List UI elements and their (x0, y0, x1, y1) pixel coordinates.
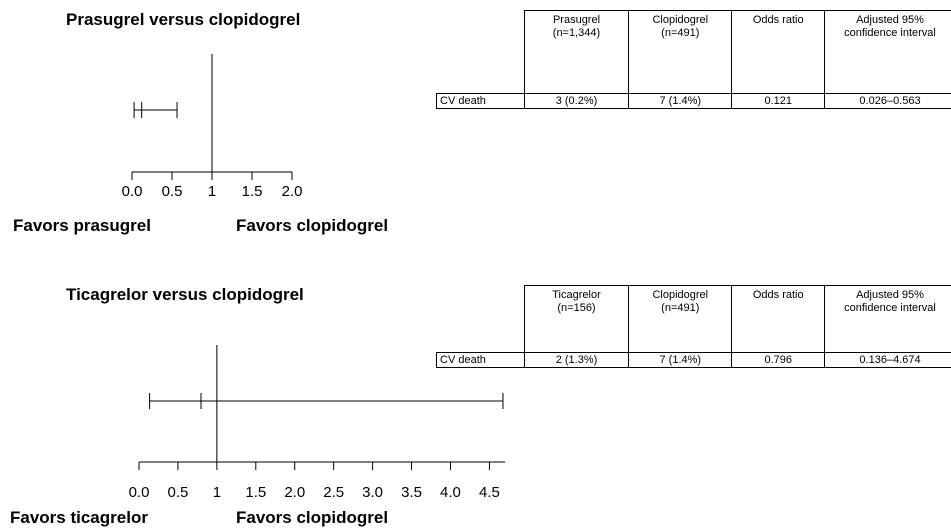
table-cell: 0.121 (732, 94, 825, 109)
table-cell: 0.796 (732, 353, 825, 368)
table-cell: 0.026–0.563 (825, 94, 951, 109)
x-tick-label: 2.0 (284, 484, 305, 501)
x-tick-label: 0.0 (122, 183, 143, 200)
table-cell: 7 (1.4%) (629, 94, 732, 109)
favors-left-label: Favors ticagrelor (10, 508, 148, 528)
chart-title: Ticagrelor versus clopidogrel (66, 285, 304, 305)
x-tick-label: 3.5 (401, 484, 422, 501)
row-label: CV death (437, 353, 525, 368)
x-tick-label: 0.0 (129, 484, 150, 501)
table-row: CV death 3 (0.2%) 7 (1.4%) 0.121 0.026–0… (437, 94, 951, 109)
table-header: Ticagrelor(n=156) (524, 286, 628, 353)
favors-right-label: Favors clopidogrel (236, 508, 388, 528)
favors-right-label: Favors clopidogrel (236, 216, 388, 236)
table-header: Prasugrel(n=1,344) (524, 11, 628, 94)
table-header: Adjusted 95%confidence interval (825, 286, 951, 353)
results-table-ticagrelor: Ticagrelor(n=156) Clopidogrel(n=491) Odd… (436, 285, 951, 368)
table-cell: 3 (0.2%) (524, 94, 628, 109)
table-header: Odds ratio (732, 11, 825, 94)
x-tick-label: 1 (208, 183, 216, 200)
row-label: CV death (437, 94, 525, 109)
x-tick-label: 0.5 (162, 183, 183, 200)
table-row: CV death 2 (1.3%) 7 (1.4%) 0.796 0.136–4… (437, 353, 951, 368)
table-header: Odds ratio (732, 286, 825, 353)
x-tick-label: 1 (213, 484, 221, 501)
table-cell: 0.136–4.674 (825, 353, 951, 368)
x-tick-label: 1.5 (245, 484, 266, 501)
x-tick-label: 1.5 (242, 183, 263, 200)
results-table-prasugrel: Prasugrel(n=1,344) Clopidogrel(n=491) Od… (436, 10, 951, 109)
table-cell: 2 (1.3%) (524, 353, 628, 368)
table-cell: 7 (1.4%) (629, 353, 732, 368)
x-tick-label: 4.5 (479, 484, 500, 501)
x-tick-label: 2.0 (282, 183, 303, 200)
x-tick-label: 2.5 (323, 484, 344, 501)
table-header: Clopidogrel(n=491) (629, 11, 732, 94)
x-tick-label: 0.5 (168, 484, 189, 501)
x-tick-label: 4.0 (440, 484, 461, 501)
favors-left-label: Favors prasugrel (13, 216, 151, 236)
x-tick-label: 3.0 (362, 484, 383, 501)
table-header: Clopidogrel(n=491) (629, 286, 732, 353)
table-header: Adjusted 95%confidence interval (825, 11, 951, 94)
